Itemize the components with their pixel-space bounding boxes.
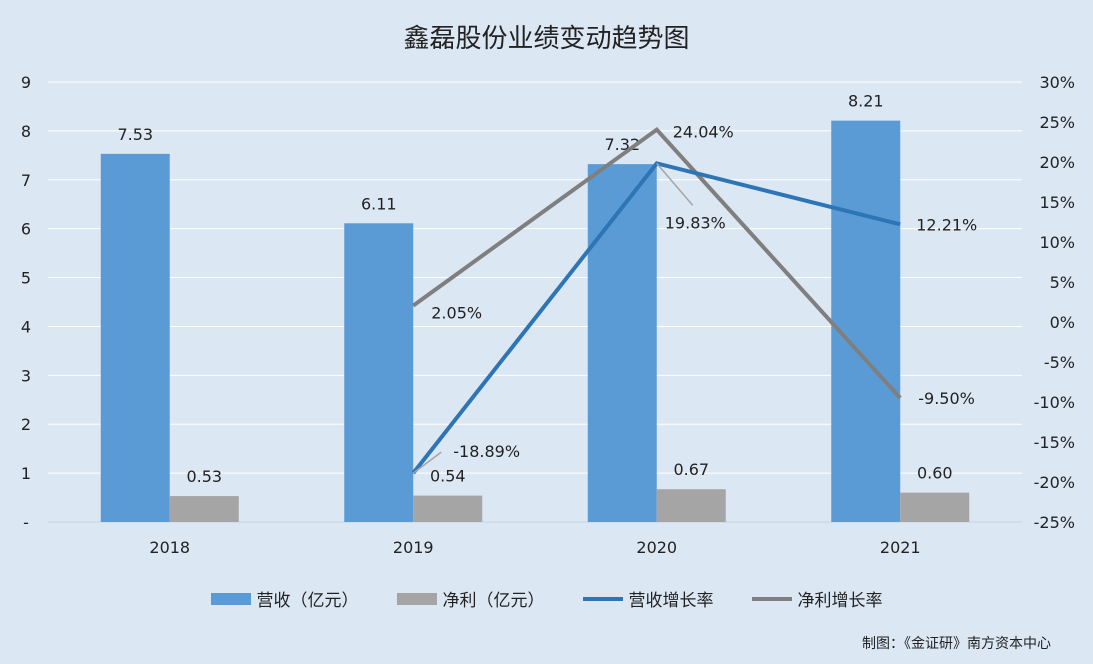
y-right-tick-label: -25%	[1034, 513, 1075, 532]
legend-label-revenue-growth: 营收增长率	[628, 591, 714, 611]
y-left-tick-label: 2	[21, 415, 31, 434]
y-left-tick-label: 4	[21, 317, 31, 336]
y-left-tick-label: 7	[21, 171, 31, 190]
y-right-tick-label: 0%	[1050, 313, 1075, 332]
bar-profit-label: 0.54	[430, 467, 466, 486]
y-right-tick-label: -5%	[1044, 353, 1075, 372]
y-right-tick-label: -15%	[1034, 433, 1075, 452]
bar-profit	[413, 495, 483, 522]
y-right-tick-label: -20%	[1034, 473, 1075, 492]
chart-credit: 制图：《金证研》南方资本中心	[862, 636, 1051, 652]
y-left-tick-label: 5	[21, 269, 31, 288]
legend-swatch-profit-growth	[751, 596, 792, 601]
legend-swatch-profit	[396, 592, 437, 605]
bar-profit	[656, 489, 726, 522]
line-profit-growth	[412, 127, 902, 400]
legend-swatch-revenue-growth	[582, 596, 623, 601]
legend-item-profit: 净利（亿元）	[396, 586, 545, 611]
bar-revenue-label: 6.11	[361, 194, 397, 213]
bar-revenue	[100, 153, 170, 522]
bar-profit-label: 0.67	[673, 460, 709, 479]
bar-revenue	[831, 120, 901, 522]
y-left-tick-label: 3	[21, 366, 31, 385]
y-left-tick-label: 1	[21, 464, 31, 483]
x-tick-label: 2018	[149, 538, 190, 557]
bar-revenue	[587, 164, 657, 522]
legend-swatch-revenue	[210, 592, 251, 605]
legend-label-profit-growth: 净利增长率	[797, 591, 883, 611]
line-revenue-growth-label: -18.89%	[453, 442, 520, 461]
y-left-tick-label: 6	[21, 220, 31, 239]
bar-revenue-label: 8.21	[848, 92, 884, 111]
bar-profit	[169, 496, 239, 522]
line-revenue-growth-label: 12.21%	[916, 215, 977, 234]
y-right-tick-label: 15%	[1039, 193, 1075, 212]
line-profit-growth-label: 2.05%	[431, 304, 482, 323]
legend-label-revenue: 营收（亿元）	[256, 591, 359, 611]
y-right-tick-label: -10%	[1034, 393, 1075, 412]
chart-legend: 营收（亿元） 净利（亿元） 营收增长率 净利增长率	[0, 586, 1093, 611]
y-left-tick-label: 8	[21, 122, 31, 141]
leader-line	[656, 162, 694, 206]
line-profit-growth-label: 24.04%	[673, 123, 734, 142]
bar-profit	[900, 492, 970, 522]
bar-profit-label: 0.53	[186, 467, 222, 486]
x-tick-label: 2019	[393, 538, 434, 557]
line-profit-growth-label: -9.50%	[918, 389, 975, 408]
x-tick-label: 2020	[636, 538, 677, 557]
x-tick-label: 2021	[880, 538, 921, 557]
legend-item-revenue-growth: 营收增长率	[582, 586, 714, 611]
bar-revenue-label: 7.53	[117, 125, 153, 144]
bar-profit-label: 0.60	[917, 464, 953, 483]
line-revenue-growth-label: 19.83%	[665, 213, 726, 232]
y-left-tick-label: 9	[21, 73, 31, 92]
y-right-tick-label: 5%	[1050, 273, 1075, 292]
bar-revenue	[344, 223, 414, 523]
legend-item-revenue: 营收（亿元）	[210, 586, 359, 611]
y-right-tick-label: 10%	[1039, 233, 1075, 252]
y-left-tick-label: -	[23, 513, 29, 532]
y-right-tick-label: 25%	[1039, 113, 1075, 132]
y-right-tick-label: 20%	[1039, 153, 1075, 172]
legend-label-profit: 净利（亿元）	[442, 591, 545, 611]
leader-line	[412, 451, 442, 474]
legend-item-profit-growth: 净利增长率	[751, 586, 883, 611]
y-right-tick-label: 30%	[1039, 73, 1075, 92]
chart-title: 鑫磊股份业绩变动趋势图	[403, 24, 690, 54]
